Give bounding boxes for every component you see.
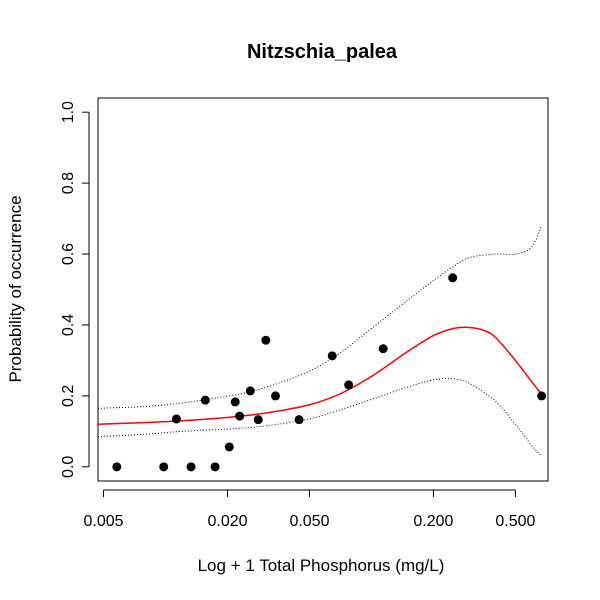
y-axis-label: Probability of occurrence xyxy=(6,195,25,382)
plot-frame xyxy=(97,97,549,482)
y-tick-label: 0.6 xyxy=(60,243,77,265)
data-point xyxy=(270,391,280,401)
data-point xyxy=(171,414,181,424)
points-layer xyxy=(112,273,547,472)
x-axis: 0.005 0.020 0.050 0.200 0.500 xyxy=(84,489,536,530)
data-point xyxy=(537,391,547,401)
y-tick-label: 1.0 xyxy=(60,101,77,123)
data-point xyxy=(253,415,263,425)
x-tick-label: 0.500 xyxy=(495,513,535,530)
data-point xyxy=(159,462,169,472)
series-layer xyxy=(97,225,543,457)
data-point xyxy=(294,415,304,425)
data-point xyxy=(235,411,245,421)
data-point xyxy=(186,462,196,472)
data-point xyxy=(344,380,354,390)
data-point xyxy=(378,344,388,354)
upper-ci-curve xyxy=(97,225,543,409)
data-point xyxy=(245,386,255,396)
data-point xyxy=(210,462,220,472)
chart-title: Nitzschia_palea xyxy=(247,41,398,63)
data-point xyxy=(200,395,210,405)
data-point xyxy=(327,351,337,361)
x-tick-label: 0.005 xyxy=(84,513,124,530)
data-point xyxy=(230,397,240,407)
fitted-curve xyxy=(97,326,543,426)
data-point xyxy=(112,462,122,472)
data-point xyxy=(448,273,458,283)
x-tick-label: 0.200 xyxy=(413,513,453,530)
x-tick-label: 0.020 xyxy=(207,513,247,530)
y-tick-label: 0.4 xyxy=(60,314,77,336)
x-axis-label: Log + 1 Total Phosphorus (mg/L) xyxy=(198,556,445,575)
y-axis: 0.0 0.2 0.4 0.6 0.8 1.0 xyxy=(60,101,90,478)
lower-ci-curve xyxy=(97,378,542,457)
data-point xyxy=(224,442,234,452)
x-tick-label: 0.050 xyxy=(289,513,329,530)
data-point xyxy=(261,335,271,345)
y-tick-label: 0.0 xyxy=(60,456,77,478)
y-tick-label: 0.2 xyxy=(60,385,77,407)
y-tick-label: 0.8 xyxy=(60,172,77,194)
